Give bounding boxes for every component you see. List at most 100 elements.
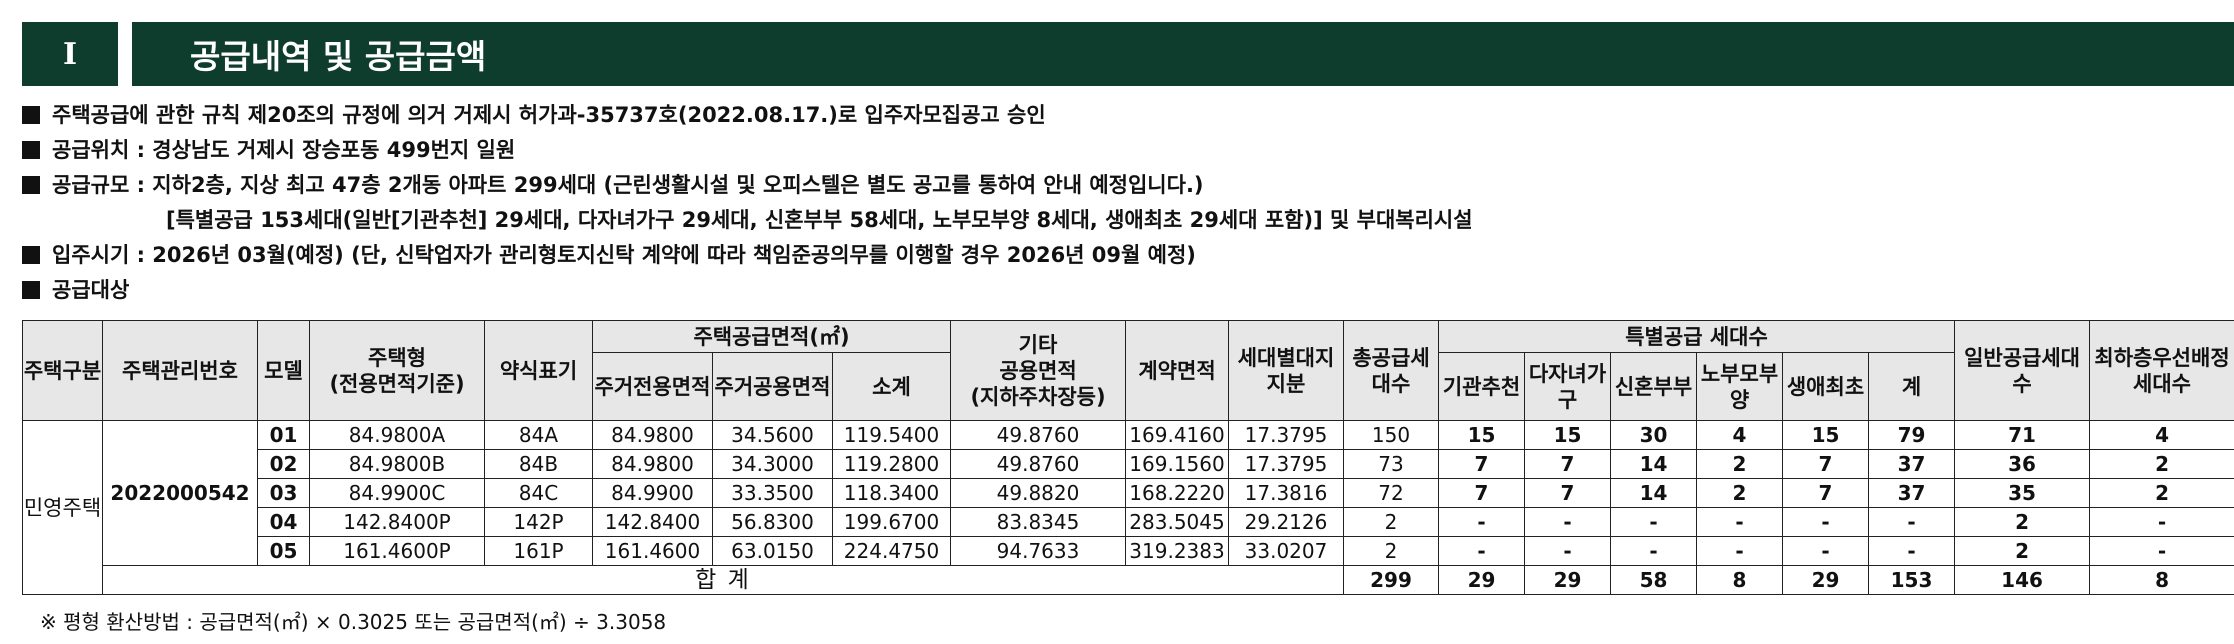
table-cell: - bbox=[1867, 536, 1956, 566]
table-cell: 49.8760 bbox=[950, 420, 1126, 450]
square-bullet-icon bbox=[22, 281, 40, 299]
sum-row: 합 계 299 29 29 58 8 29 153 146 8 bbox=[23, 565, 2234, 595]
table-cell: 319.2383 bbox=[1125, 536, 1229, 566]
table-cell: 84B bbox=[484, 449, 593, 479]
th-shared-area: 주거공용면적 bbox=[712, 352, 833, 421]
bullet-approval: 주택공급에 관한 규칙 제20조의 규정에 의거 거제시 허가과-35737호(… bbox=[22, 98, 2222, 133]
table-cell: 7 bbox=[1524, 478, 1611, 508]
table-cell: 150 bbox=[1343, 420, 1439, 450]
table-cell: 15 bbox=[1524, 420, 1611, 450]
table-cell: 03 bbox=[257, 478, 310, 508]
table-cell: 84.9900 bbox=[592, 478, 713, 508]
table-cell: - bbox=[1610, 536, 1697, 566]
th-model: 모델 bbox=[257, 320, 310, 421]
table-cell: 04 bbox=[257, 507, 310, 537]
table-cell: 49.8760 bbox=[950, 449, 1126, 479]
table-row: 03 84.9900C 84C 84.9900 33.3500 118.3400 49.88… bbox=[23, 478, 2234, 508]
table-cell: 34.3000 bbox=[712, 449, 833, 479]
th-sp-multi: 다자녀가구 bbox=[1524, 352, 1611, 421]
table-row: 민영주택 2022000542 01 84.9800A 84A 84.9800 34.5… bbox=[22, 420, 2234, 595]
sum-cell: 153 bbox=[1867, 565, 1956, 595]
sum-cell: 299 bbox=[1343, 565, 1439, 595]
sum-cell: 8 bbox=[1696, 565, 1783, 595]
table-cell: 63.0150 bbox=[712, 536, 833, 566]
th-house-gubun: 주택구분 bbox=[22, 320, 103, 421]
th-total-units: 총공급세대수 bbox=[1343, 320, 1439, 421]
sum-label: 합 계 bbox=[102, 565, 1344, 595]
th-land-share: 세대별대지지분 bbox=[1228, 320, 1344, 421]
table-cell: - bbox=[2089, 536, 2234, 566]
table-cell: 7 bbox=[1438, 478, 1525, 508]
bullet-target: 공급대상 bbox=[22, 273, 2222, 308]
th-sp-total: 계 bbox=[1867, 352, 1956, 421]
table-cell: 84.9800 bbox=[592, 420, 713, 450]
table-row: 05 161.4600P 161P 161.4600 63.0150 224.4750 94… bbox=[23, 536, 2234, 566]
th-mgmt-no: 주택관리번호 bbox=[102, 320, 258, 421]
table-cell: 2 bbox=[1696, 478, 1783, 508]
table-cell: 36 bbox=[1954, 449, 2091, 479]
table-cell: 2 bbox=[1696, 449, 1783, 479]
table-cell: 161P bbox=[484, 536, 593, 566]
th-house-type: 주택형 (전용면적기준) bbox=[309, 320, 485, 421]
sum-cell: 29 bbox=[1438, 565, 1525, 595]
sum-cell: 8 bbox=[2089, 565, 2234, 595]
table-cell: 17.3816 bbox=[1228, 478, 1344, 508]
table-cell: 118.3400 bbox=[832, 478, 951, 508]
table-cell: 84.9800A bbox=[309, 420, 485, 450]
table-cell: - bbox=[1867, 507, 1956, 537]
bullet-scale-detail: [특별공급 153세대(일반[기관추천] 29세대, 다자녀가구 29세대, 신… bbox=[166, 208, 1473, 232]
table-cell: 2 bbox=[1954, 507, 2091, 537]
table-cell: 169.1560 bbox=[1125, 449, 1229, 479]
th-other-area: 기타 공용면적 (지하주차장등) bbox=[950, 320, 1126, 421]
table-cell: 84.9800B bbox=[309, 449, 485, 479]
th-sp-newly: 신혼부부 bbox=[1610, 352, 1697, 421]
table-body: 민영주택 2022000542 01 84.9800A 84A 84.9800 34.5… bbox=[22, 420, 2234, 595]
table-cell: - bbox=[2089, 507, 2234, 537]
table-cell: 2 bbox=[1954, 536, 2091, 566]
table-cell: 15 bbox=[1438, 420, 1525, 450]
table-cell: 17.3795 bbox=[1228, 449, 1344, 479]
table-cell: 4 bbox=[1696, 420, 1783, 450]
table-cell: 7 bbox=[1782, 478, 1869, 508]
bullet-scale: 공급규모 : 지하2층, 지상 최고 47층 2개동 아파트 299세대 (근린… bbox=[22, 168, 2222, 203]
table-cell: 56.8300 bbox=[712, 507, 833, 537]
table-cell: 199.6700 bbox=[832, 507, 951, 537]
th-subtotal: 소계 bbox=[832, 352, 951, 421]
square-bullet-icon bbox=[22, 246, 40, 264]
table-cell: - bbox=[1782, 536, 1869, 566]
supply-table: 주택구분 주택관리번호 모델 주택형 (전용면적기준) 약식표기 주택공급면적(㎡… bbox=[22, 320, 2234, 595]
table-cell: 33.3500 bbox=[712, 478, 833, 508]
table-cell: - bbox=[1696, 507, 1783, 537]
th-special: 특별공급 세대수 bbox=[1437, 320, 1956, 353]
table-cell: 142P bbox=[484, 507, 593, 537]
table-cell: 2 bbox=[2089, 478, 2234, 508]
table-cell: 02 bbox=[257, 449, 310, 479]
table-cell: - bbox=[1610, 507, 1697, 537]
mgmt-no-cell: 2022000542 bbox=[102, 420, 258, 566]
table-cell: 2 bbox=[1343, 507, 1439, 537]
table-cell: 35 bbox=[1954, 478, 2091, 508]
table-cell: 15 bbox=[1782, 420, 1869, 450]
table-cell: 119.2800 bbox=[832, 449, 951, 479]
table-cell: 142.8400P bbox=[309, 507, 485, 537]
table-cell: 83.8345 bbox=[950, 507, 1126, 537]
table-cell: 72 bbox=[1343, 478, 1439, 508]
square-bullet-icon bbox=[22, 176, 40, 194]
table-cell: 84C bbox=[484, 478, 593, 508]
table-cell: 79 bbox=[1867, 420, 1956, 450]
table-cell: 37 bbox=[1867, 449, 1956, 479]
table-cell: 7 bbox=[1524, 449, 1611, 479]
table-cell: 05 bbox=[257, 536, 310, 566]
th-general: 일반공급세대수 bbox=[1954, 320, 2091, 421]
bullet-move-in: 입주시기 : 2026년 03월(예정) (단, 신탁업자가 관리형토지신탁 계… bbox=[22, 238, 2222, 273]
table-cell: 142.8400 bbox=[592, 507, 713, 537]
th-excl-area: 주거전용면적 bbox=[592, 352, 713, 421]
table-cell: 119.5400 bbox=[832, 420, 951, 450]
house-gubun-cell: 민영주택 bbox=[22, 420, 103, 595]
table-cell: 4 bbox=[2089, 420, 2234, 450]
table-cell: - bbox=[1782, 507, 1869, 537]
table-cell: 84A bbox=[484, 420, 593, 450]
table-cell: 73 bbox=[1343, 449, 1439, 479]
square-bullet-icon bbox=[22, 141, 40, 159]
table-cell: - bbox=[1696, 536, 1783, 566]
